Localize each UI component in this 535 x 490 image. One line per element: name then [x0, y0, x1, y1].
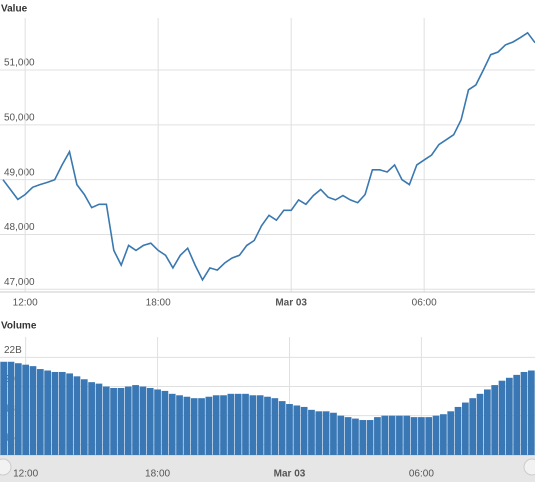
volume-bar: [80, 379, 88, 455]
x-tick-label: 12:00: [13, 298, 38, 309]
volume-bar: [483, 389, 491, 455]
volume-bar: [454, 406, 462, 455]
volume-bar: [7, 361, 15, 455]
volume-bar: [168, 393, 176, 455]
volume-bar: [388, 415, 396, 455]
x-tick-label: 18:00: [146, 298, 171, 309]
volume-bar: [117, 387, 125, 455]
volume-bar: [14, 363, 22, 455]
volume-bar: [29, 366, 37, 455]
volume-bar: [36, 369, 44, 455]
volume-bar: [300, 406, 308, 455]
price-line: [2, 31, 535, 282]
volume-bar: [256, 395, 264, 455]
volume-bar: [462, 402, 469, 455]
volume-bar: [337, 415, 345, 455]
volume-bar: [322, 411, 330, 455]
volume-bar: [425, 417, 433, 455]
volume-bar: [110, 387, 117, 455]
volume-bar: [286, 404, 293, 455]
volume-bar: [418, 417, 425, 455]
volume-bar: [234, 393, 242, 455]
volume-bar: [396, 415, 403, 455]
volume-bar: [102, 386, 110, 455]
navigator-band: [0, 455, 535, 482]
volume-bar: [476, 393, 484, 455]
volume-bar: [139, 386, 147, 455]
volume-bar: [22, 364, 30, 455]
volume-bar: [505, 377, 513, 455]
volume-bar: [176, 395, 183, 455]
panel-title: Volume: [1, 321, 37, 332]
volume-bar: [381, 415, 389, 455]
y-tick-label: 51,000: [4, 58, 35, 69]
y-tick-label: 48,000: [4, 222, 35, 233]
volume-bar: [491, 385, 499, 455]
volume-bar: [183, 396, 191, 455]
y-tick-label: 49,000: [4, 167, 35, 178]
volume-bar: [73, 376, 81, 455]
volume-bar: [520, 371, 528, 455]
x-tick-label: 06:00: [409, 469, 434, 480]
x-tick-label: 06:00: [412, 298, 437, 309]
volume-bar: [432, 415, 440, 455]
volume-bar: [242, 393, 249, 455]
volume-bar: [88, 382, 95, 455]
volume-bar: [344, 417, 352, 455]
navigator-handle[interactable]: [0, 458, 12, 476]
x-tick-label: Mar 03: [275, 298, 307, 309]
volume-bar: [469, 398, 477, 455]
volume-bar: [220, 395, 227, 455]
volume-bar: [44, 370, 52, 455]
volume-bar: [212, 395, 220, 455]
volume-bar: [403, 415, 411, 455]
x-tick-label: Mar 03: [274, 469, 306, 480]
volume-bar: [0, 361, 8, 455]
volume-bar: [330, 412, 337, 455]
x-tick-label: 12:00: [13, 469, 38, 480]
volume-bar: [293, 405, 301, 455]
volume-bar: [264, 396, 271, 455]
volume-bar: [374, 417, 381, 455]
navigator-handle[interactable]: [523, 458, 535, 476]
volume-bar: [154, 389, 161, 455]
volume-bar: [359, 420, 367, 455]
x-tick-label: 18:00: [145, 469, 170, 480]
volume-bar: [58, 371, 66, 455]
panel-title: Value: [1, 4, 28, 15]
volume-bar: [440, 414, 447, 455]
volume-bar: [513, 374, 521, 455]
volume-bar: [366, 420, 374, 455]
volume-bar: [278, 401, 286, 455]
volume-bar: [161, 390, 169, 455]
volume-bar: [95, 383, 103, 455]
volume-bar: [410, 417, 418, 455]
volume-bar: [271, 398, 279, 455]
volume-bar: [124, 386, 132, 455]
volume-bar: [315, 411, 323, 455]
volume-bar: [498, 380, 506, 455]
y-tick-label: 47,000: [4, 277, 35, 288]
volume-bar: [66, 373, 73, 455]
volume-bar: [190, 398, 198, 455]
volume-bar: [249, 395, 257, 455]
volume-bar: [146, 387, 154, 455]
y-tick-label: 22B: [4, 345, 22, 356]
volume-bar: [132, 385, 139, 455]
volume-bar: [198, 398, 205, 455]
volume-bar: [51, 371, 59, 455]
volume-bar: [308, 409, 315, 455]
volume-bar: [527, 370, 535, 455]
volume-bar: [352, 418, 359, 455]
volume-bar: [227, 393, 235, 455]
y-tick-label: 50,000: [4, 113, 35, 124]
volume-bar: [447, 411, 455, 455]
volume-bar: [205, 396, 213, 455]
